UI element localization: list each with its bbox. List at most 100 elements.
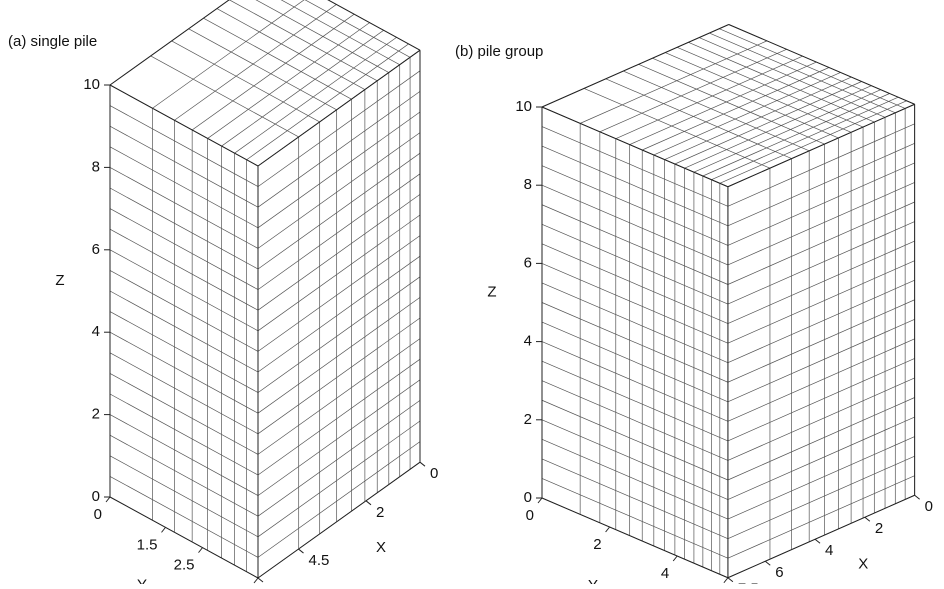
mesh-line: [110, 147, 258, 228]
mesh-line: [258, 153, 420, 269]
mesh-line: [542, 166, 728, 246]
mesh-line: [151, 56, 299, 137]
mesh-line: [703, 94, 890, 177]
mesh-line: [258, 256, 420, 372]
x-tick-label: 6: [775, 564, 783, 581]
mesh-line: [728, 358, 915, 441]
mesh-line: [189, 29, 337, 110]
mesh-line: [110, 373, 258, 454]
mesh-line: [642, 67, 829, 150]
page: {"chart_data": [ {"type": "mesh3d", "tit…: [0, 0, 944, 589]
box-edge: [542, 25, 729, 108]
mesh-line: [542, 361, 728, 441]
mesh-line: [675, 82, 862, 165]
mesh-line: [110, 394, 258, 475]
mesh-line: [110, 332, 258, 413]
mesh-line: [542, 342, 728, 422]
y-axis-label: Y: [588, 577, 598, 584]
mesh-line: [719, 29, 905, 109]
mesh-line: [728, 476, 915, 559]
mesh-line: [258, 133, 420, 249]
y-axis-label: Y: [137, 576, 147, 584]
mesh-line: [728, 456, 915, 539]
mesh-line: [110, 435, 258, 516]
figure: (a) single pile024681001.52.54024.56ZYX(…: [0, 0, 944, 584]
mesh-line: [110, 456, 258, 537]
mesh-line: [110, 476, 258, 557]
mesh-line: [580, 41, 767, 124]
x-tick-label: 2: [376, 504, 384, 521]
x-tick-label: 2: [875, 520, 883, 537]
mesh-line: [258, 277, 420, 393]
box-edge: [728, 495, 915, 578]
x-tick-label: 0: [430, 465, 438, 482]
mesh-line: [153, 0, 315, 108]
y-tick: [724, 578, 728, 583]
mesh-line: [542, 439, 728, 519]
mesh-line: [542, 478, 728, 558]
mesh-line: [542, 459, 728, 539]
z-axis-label: Z: [487, 283, 496, 300]
mesh-line: [258, 442, 420, 558]
z-tick-label: 4: [92, 323, 100, 340]
mesh-line: [665, 77, 852, 159]
box-edge: [728, 104, 915, 187]
mesh-line: [110, 209, 258, 290]
mesh-line: [639, 64, 825, 144]
z-tick-label: 8: [524, 176, 532, 193]
mesh-line: [542, 303, 728, 383]
mesh-line: [258, 71, 420, 187]
mesh-line: [542, 263, 728, 343]
mesh-line: [616, 56, 803, 139]
mesh-line: [728, 280, 915, 363]
mesh-line: [728, 398, 915, 481]
mesh-line: [542, 205, 728, 285]
mesh-line: [192, 14, 354, 130]
mesh-line: [728, 437, 915, 519]
mesh-line: [258, 215, 420, 331]
mesh-line: [208, 23, 370, 139]
mesh-line: [728, 124, 915, 207]
mesh-line: [728, 182, 915, 265]
mesh-line: [694, 90, 881, 173]
y-tick: [106, 497, 110, 502]
mesh-line: [272, 0, 420, 50]
mesh-line: [258, 318, 420, 434]
z-axis-label: Z: [55, 272, 64, 289]
z-tick-label: 8: [92, 158, 100, 175]
mesh-line: [110, 270, 258, 351]
z-tick-label: 2: [524, 411, 532, 428]
mesh-line: [728, 202, 915, 285]
y-tick-label: 2: [593, 536, 601, 553]
mesh-line: [258, 112, 420, 228]
mesh-line: [110, 106, 258, 187]
mesh-line: [258, 174, 420, 290]
mesh-line: [685, 86, 872, 168]
x-tick-label: 4.5: [309, 552, 330, 569]
mesh-line: [542, 224, 728, 304]
y-tick-label: 4: [661, 565, 669, 582]
mesh-line: [728, 339, 915, 422]
y-tick: [606, 527, 610, 532]
mesh-line: [110, 250, 258, 331]
box-edge: [258, 50, 420, 166]
z-tick-label: 6: [92, 241, 100, 258]
x-tick-label: 0: [925, 498, 933, 515]
mesh-line: [258, 359, 420, 475]
mesh-line: [542, 283, 728, 363]
mesh-line: [110, 415, 258, 496]
y-tick-label: 2.5: [174, 557, 195, 574]
mesh-line: [110, 229, 258, 310]
mesh-line: [542, 244, 728, 324]
x-tick: [366, 501, 371, 505]
x-tick: [728, 578, 733, 582]
z-tick-label: 4: [524, 333, 532, 350]
y-tick: [254, 578, 258, 583]
box-edge: [542, 498, 728, 578]
y-tick-label: 1.5: [137, 536, 158, 553]
mesh-line: [258, 236, 420, 352]
y-tick: [199, 548, 203, 553]
mesh-line: [258, 380, 420, 496]
x-tick: [815, 539, 820, 543]
y-tick: [162, 527, 166, 532]
